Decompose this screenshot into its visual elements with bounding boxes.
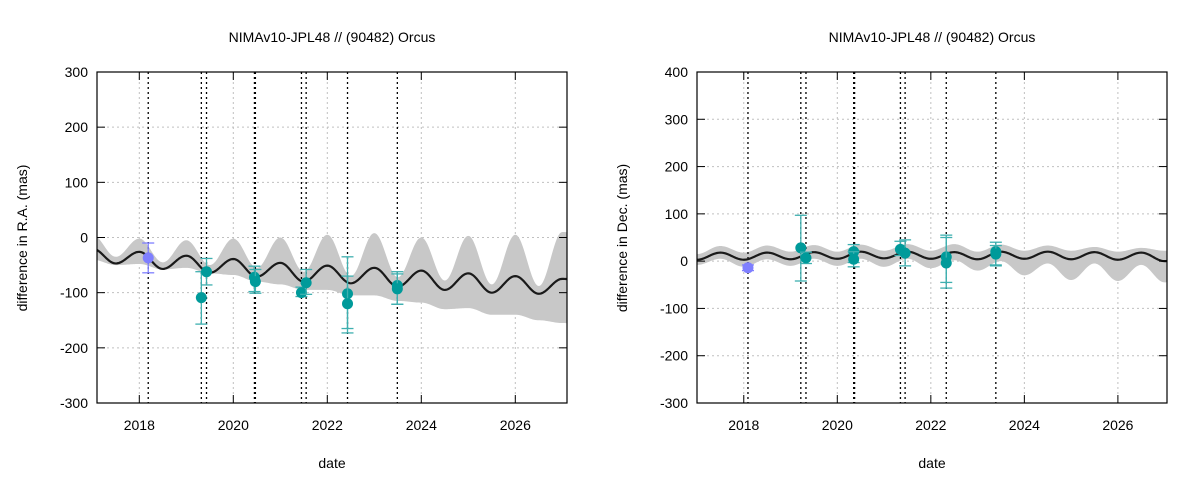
chart-title: NIMAv10-JPL48 // (90482) Orcus bbox=[229, 29, 436, 45]
data-point bbox=[300, 277, 312, 289]
uncertainty-band bbox=[97, 231, 567, 324]
y-axis-label: difference in R.A. (mas) bbox=[14, 165, 30, 312]
plot-frame bbox=[696, 71, 1168, 404]
data-point bbox=[795, 242, 807, 254]
y-tick-label: 200 bbox=[65, 119, 89, 135]
x-tick-label: 2026 bbox=[500, 417, 531, 433]
y-tick-label: -100 bbox=[60, 285, 88, 301]
model-curve bbox=[697, 250, 1167, 263]
plot-area bbox=[97, 72, 567, 403]
data-point bbox=[800, 252, 812, 264]
data-point bbox=[391, 283, 403, 295]
x-tick-label: 2018 bbox=[124, 417, 155, 433]
data-point bbox=[342, 298, 354, 310]
chart-title: NIMAv10-JPL48 // (90482) Orcus bbox=[829, 29, 1036, 45]
y-tick-label: 300 bbox=[665, 111, 689, 127]
model-curve bbox=[97, 249, 567, 295]
x-tick-label: 2020 bbox=[218, 417, 249, 433]
data-point bbox=[742, 262, 754, 274]
data-point bbox=[249, 276, 261, 288]
plot-area bbox=[697, 72, 1167, 403]
data-point bbox=[990, 248, 1002, 260]
dec-residual-plot: NIMAv10-JPL48 // (90482) Orcus date diff… bbox=[614, 29, 1168, 471]
y-tick-label: 400 bbox=[665, 64, 689, 80]
y-tick-label: -300 bbox=[60, 395, 88, 411]
data-point bbox=[848, 253, 860, 265]
x-tick-label: 2018 bbox=[728, 417, 759, 433]
y-tick-label: 0 bbox=[80, 230, 88, 246]
data-point bbox=[201, 266, 213, 278]
y-tick-label: 0 bbox=[680, 253, 688, 269]
data-point bbox=[940, 257, 952, 269]
y-tick-label: -300 bbox=[660, 395, 688, 411]
data-point bbox=[899, 247, 911, 259]
x-tick-label: 2022 bbox=[312, 417, 343, 433]
y-tick-label: -200 bbox=[60, 340, 88, 356]
y-tick-label: 100 bbox=[65, 174, 89, 190]
ra-residual-plot: NIMAv10-JPL48 // (90482) Orcus date diff… bbox=[14, 29, 568, 471]
y-tick-label: 200 bbox=[665, 159, 689, 175]
data-point bbox=[295, 287, 307, 299]
x-axis-label: date bbox=[918, 455, 945, 471]
x-tick-label: 2024 bbox=[1009, 417, 1040, 433]
x-tick-label: 2022 bbox=[915, 417, 946, 433]
y-tick-label: -100 bbox=[660, 300, 688, 316]
x-tick-label: 2024 bbox=[406, 417, 437, 433]
data-point bbox=[195, 292, 207, 304]
x-tick-label: 2026 bbox=[1102, 417, 1133, 433]
x-axis-label: date bbox=[318, 455, 345, 471]
data-point bbox=[142, 252, 154, 264]
x-tick-label: 2020 bbox=[822, 417, 853, 433]
y-axis-label: difference in Dec. (mas) bbox=[614, 164, 630, 312]
y-tick-label: 300 bbox=[65, 64, 89, 80]
y-tick-label: 100 bbox=[665, 206, 689, 222]
uncertainty-band bbox=[697, 244, 1167, 283]
y-tick-label: -200 bbox=[660, 348, 688, 364]
